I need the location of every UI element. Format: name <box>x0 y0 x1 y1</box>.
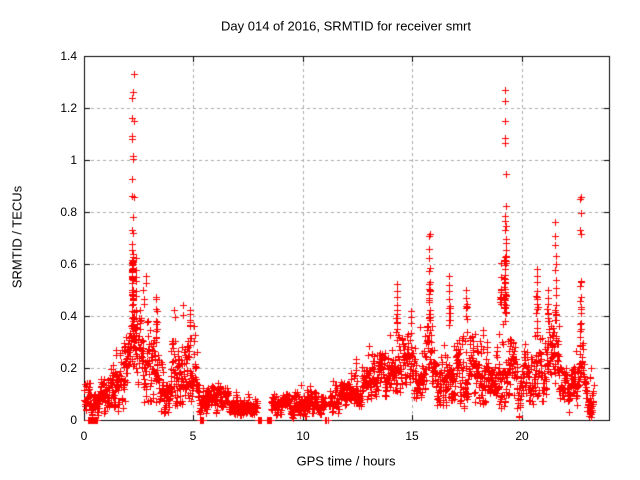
y-tick-label: 0.2 <box>60 361 77 375</box>
x-tick-label: 15 <box>405 429 419 443</box>
y-tick-label: 1 <box>70 153 77 167</box>
x-tick-label: 0 <box>80 429 88 443</box>
y-axis-label: SRMTID / TECUs <box>9 185 25 289</box>
x-axis-label: GPS time / hours <box>296 453 396 469</box>
y-tick-label: 0 <box>70 413 77 427</box>
y-tick-label: 0.6 <box>60 257 77 271</box>
x-tick-label: 5 <box>189 429 197 443</box>
chart-title: Day 014 of 2016, SRMTID for receiver smr… <box>221 18 471 34</box>
y-tick-label: 0.4 <box>60 309 77 323</box>
x-tick-label: 10 <box>296 429 310 443</box>
y-tick-label: 1.4 <box>60 49 77 63</box>
y-tick-label: 0.8 <box>60 205 77 219</box>
x-tick-label: 20 <box>515 429 529 443</box>
y-tick-label: 1.2 <box>60 101 77 115</box>
